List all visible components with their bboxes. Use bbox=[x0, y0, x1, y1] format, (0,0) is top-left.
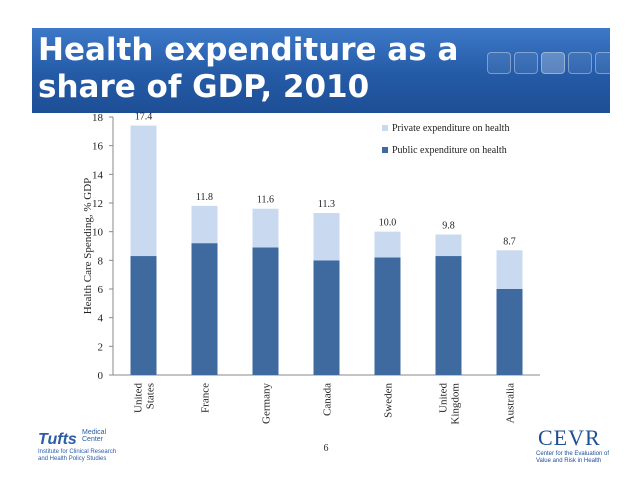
x-tick-label: France bbox=[200, 383, 212, 413]
tufts-logo-name: Tufts bbox=[38, 431, 77, 448]
x-tick-label: UnitedKingdom bbox=[438, 383, 462, 425]
chart-bars: 17.4 11.8 11.6 11.3 10.0 9.8 8.7 bbox=[130, 112, 523, 375]
y-tick-label: 16 bbox=[92, 141, 104, 153]
legend-label: Public expenditure on health bbox=[392, 145, 507, 156]
bar-private bbox=[313, 213, 340, 261]
legend-label: Private expenditure on health bbox=[392, 123, 509, 134]
bar-public bbox=[130, 256, 157, 375]
bar-public bbox=[496, 289, 523, 375]
x-tick-label: Sweden bbox=[383, 383, 395, 418]
y-tick-label: 10 bbox=[92, 227, 104, 239]
bar-private bbox=[435, 234, 462, 257]
bar-public bbox=[191, 243, 218, 375]
cevr-logo: CEVR Center for the Evaluation of Value … bbox=[528, 425, 618, 470]
bar-total-label: 8.7 bbox=[503, 236, 516, 247]
cevr-logo-sub: Center for the Evaluation of Value and R… bbox=[536, 451, 610, 464]
bar-total-label: 11.8 bbox=[196, 192, 213, 203]
y-tick-label: 6 bbox=[98, 284, 104, 296]
bar-private bbox=[130, 125, 157, 257]
y-axis-label: Health Care Spending, % GDP bbox=[82, 178, 94, 315]
tufts-logo: Tufts Medical Center Institute for Clini… bbox=[38, 427, 158, 467]
bar-private bbox=[374, 231, 401, 258]
bar-public bbox=[252, 247, 279, 375]
bar-total-label: 9.8 bbox=[442, 221, 455, 232]
y-tick-label: 4 bbox=[98, 313, 104, 325]
x-tick-label: Australia bbox=[505, 383, 517, 423]
legend-swatch bbox=[382, 147, 388, 153]
bar-total-label: 10.0 bbox=[379, 218, 397, 229]
cevr-logo-name: CEVR bbox=[538, 425, 601, 450]
bar-private bbox=[252, 208, 279, 248]
chart-axes: 0 2 4 6 8 10 12 14 16 18 Health Care Spending, % G… bbox=[82, 112, 540, 425]
y-tick-label: 2 bbox=[98, 341, 104, 353]
y-tick-label: 0 bbox=[98, 370, 104, 382]
bar-total-label: 11.3 bbox=[318, 199, 335, 210]
tufts-logo-sub: Medical Center bbox=[82, 429, 107, 443]
bar-private bbox=[496, 250, 523, 289]
bar-total-label: 11.6 bbox=[257, 195, 274, 206]
title-banner: Health expenditure as a share of GDP, 20… bbox=[32, 28, 610, 113]
bar-private bbox=[191, 205, 218, 244]
y-tick-label: 14 bbox=[92, 169, 104, 181]
tufts-logo-institute: Institute for Clinical Research and Heal… bbox=[38, 449, 117, 462]
y-tick-label: 8 bbox=[98, 255, 104, 267]
chart-legend: Private expenditure on health Public expe… bbox=[382, 123, 509, 156]
bar-public bbox=[374, 257, 401, 375]
x-tick-label: Germany bbox=[261, 383, 273, 424]
bar-total-label: 17.4 bbox=[135, 112, 153, 123]
bar-public bbox=[435, 256, 462, 375]
bar-public bbox=[313, 260, 340, 375]
y-tick-label: 18 bbox=[92, 112, 104, 124]
slide-title: Health expenditure as a share of GDP, 20… bbox=[38, 32, 459, 105]
x-tick-label: UnitedStates bbox=[133, 383, 157, 413]
x-tick-label: Canada bbox=[322, 383, 334, 416]
page-number: 6 bbox=[323, 443, 329, 454]
legend-swatch bbox=[382, 125, 388, 131]
y-tick-label: 12 bbox=[92, 198, 103, 210]
